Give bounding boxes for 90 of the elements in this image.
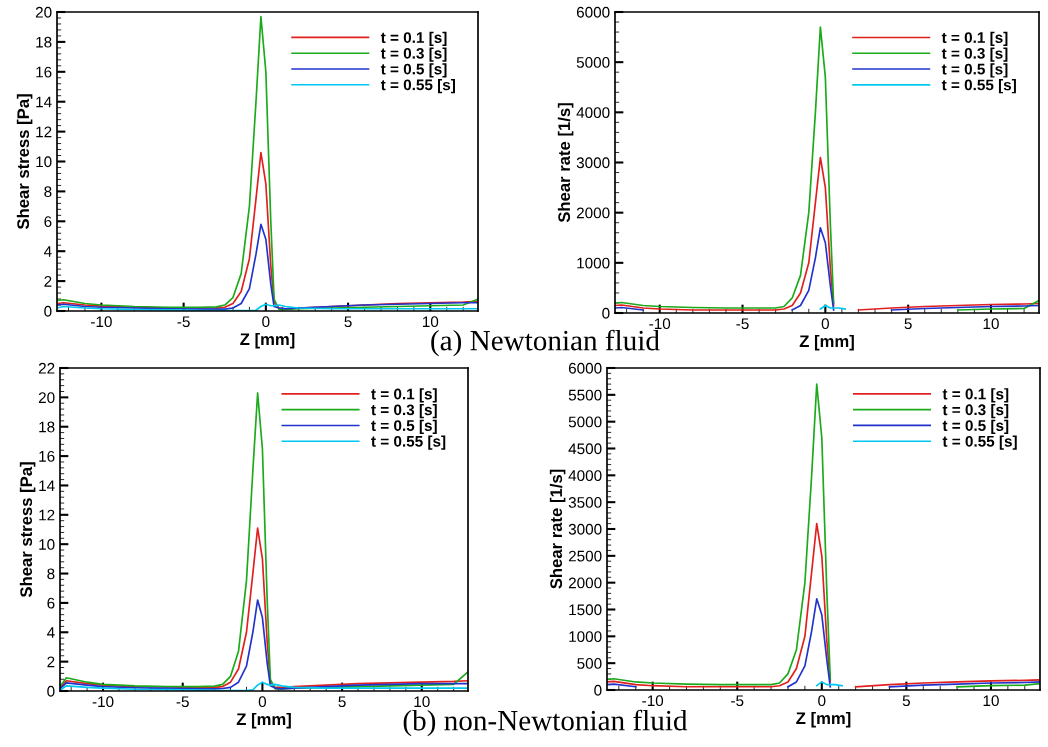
y-tick-label: 20 — [35, 6, 52, 18]
y-tick-label: 5000 — [568, 416, 602, 428]
y-tick-label: 2000 — [576, 207, 610, 219]
text: (b) non-Newtonian fluid — [403, 709, 688, 737]
x-tick-label: 0 — [818, 695, 826, 707]
x-tick-label: 0 — [262, 316, 270, 328]
x-tick-label: 5 — [904, 318, 912, 330]
y-axis-title: Shear rate [1/s] — [557, 103, 574, 223]
x-tick-label: -10 — [649, 318, 671, 330]
y-tick-label: 12 — [36, 126, 52, 138]
y-tick-label: 1500 — [569, 604, 602, 616]
legend-label: t = 0.3 [s] — [942, 403, 1009, 419]
line-series — [57, 15, 478, 311]
y-tick-label: 4000 — [568, 470, 602, 482]
text: (a) Newtonian fluid — [431, 329, 660, 357]
y-tick-label: 0 — [47, 685, 55, 697]
y-tick-label: 8 — [47, 568, 55, 580]
legend-label: t = 0.1 [s] — [942, 388, 1009, 403]
y-tick-label: 3000 — [576, 157, 610, 169]
legend-label: t = 0.1 [s] — [380, 31, 447, 46]
x-tick-label: 5 — [344, 316, 352, 328]
x-tick-label: 0 — [258, 696, 267, 708]
x-tick-label: 0 — [821, 318, 829, 330]
x-axis-title: Z [mm] — [796, 711, 851, 728]
y-tick-label: 6 — [47, 597, 55, 609]
legend-label: t = 0.55 [s] — [371, 435, 446, 450]
x-axis-title: Z [mm] — [799, 334, 854, 351]
y-tick-label: 1000 — [569, 631, 602, 643]
y-tick-label: 10 — [36, 156, 52, 168]
y-tick-label: 2500 — [568, 550, 602, 562]
y-tick-label: 6000 — [568, 362, 602, 374]
y-tick-label: 0 — [594, 684, 602, 696]
y-tick-label: 2000 — [568, 577, 602, 589]
x-axis-title: Z [mm] — [240, 332, 295, 349]
y-tick-label: 8 — [44, 186, 52, 198]
x-tick-label: -10 — [642, 695, 664, 707]
y-tick-label: 18 — [36, 36, 52, 48]
y-axis-title: Shear stress [Pa] — [19, 462, 36, 598]
y-tick-label: 16 — [39, 450, 55, 462]
y-tick-label: 5000 — [576, 57, 610, 68]
y-axis-title: Shear rate [1/s] — [549, 469, 566, 589]
y-tick-label: 18 — [39, 421, 55, 433]
y-tick-label: 3000 — [568, 523, 602, 535]
x-tick-label: -5 — [736, 318, 749, 330]
y-tick-label: 4500 — [568, 443, 602, 455]
legend-label: t = 0.55 [s] — [380, 79, 455, 94]
y-tick-label: 6000 — [576, 6, 610, 18]
y-tick-label: 3500 — [568, 497, 602, 508]
x-tick-label: 10 — [983, 318, 999, 330]
legend-label: t = 0.55 [s] — [941, 79, 1016, 94]
y-tick-label: 2 — [47, 656, 55, 668]
y-tick-label: 22 — [38, 362, 55, 374]
x-axis-title: Z [mm] — [236, 712, 291, 729]
legend-label: t = 0.55 [s] — [942, 435, 1017, 450]
x-tick-label: -10 — [92, 696, 114, 708]
x-tick-label: 5 — [902, 695, 910, 707]
y-tick-label: 6 — [44, 216, 52, 227]
y-tick-label: 14 — [39, 480, 55, 491]
legend-label: t = 0.5 [s] — [380, 63, 447, 78]
x-tick-label: -10 — [91, 316, 112, 328]
y-tick-label: 4 — [43, 246, 52, 257]
legend-label: t = 0.1 [s] — [371, 388, 437, 403]
y-tick-label: 2 — [44, 275, 52, 287]
legend-label: t = 0.5 [s] — [942, 419, 1009, 434]
legend-label: t = 0.5 [s] — [371, 419, 437, 434]
legend-label: t = 0.3 [s] — [941, 47, 1008, 62]
y-tick-label: 10 — [39, 539, 55, 550]
y-tick-label: 16 — [36, 66, 52, 78]
y-tick-label: 4000 — [576, 107, 610, 119]
y-tick-label: 0 — [44, 305, 52, 317]
x-tick-label: -5 — [731, 695, 744, 707]
y-tick-label: 5500 — [568, 389, 602, 401]
legend-label: t = 0.3 [s] — [380, 47, 447, 62]
x-tick-label: 10 — [422, 316, 439, 328]
y-tick-label: 1000 — [577, 257, 610, 269]
x-tick-label: 10 — [414, 696, 430, 708]
y-tick-label: 4 — [46, 627, 55, 638]
x-tick-label: -5 — [176, 696, 189, 708]
x-tick-label: 10 — [983, 695, 999, 707]
y-tick-label: 14 — [36, 96, 52, 108]
legend-label: t = 0.5 [s] — [941, 63, 1008, 78]
y-tick-label: 500 — [577, 658, 602, 669]
x-tick-label: -5 — [177, 316, 190, 328]
y-tick-label: 12 — [39, 509, 55, 521]
y-axis-title: Shear stress [Pa] — [16, 94, 33, 230]
legend-label: t = 0.1 [s] — [941, 31, 1008, 47]
y-tick-label: 0 — [602, 307, 610, 319]
x-tick-label: 5 — [338, 696, 346, 708]
legend-label: t = 0.3 [s] — [371, 403, 437, 419]
y-tick-label: 20 — [38, 392, 55, 404]
